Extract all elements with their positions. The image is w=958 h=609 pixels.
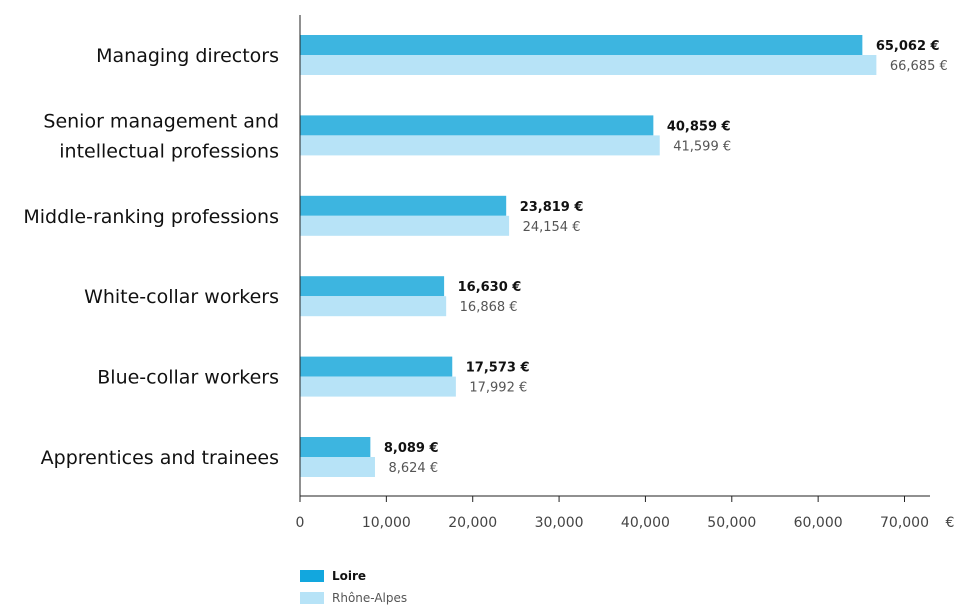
legend-label-loire: Loire bbox=[332, 569, 367, 583]
bar-chart: 0 10,000 20,000 30,000 40,000 50,000 60,000 70,… bbox=[23, 15, 955, 531]
legend-swatch-rhone-alpes bbox=[300, 592, 324, 604]
x-tick-label: 10,000 bbox=[362, 515, 411, 531]
category-label: Managing directors bbox=[96, 45, 279, 67]
data-label: 8,089 € bbox=[384, 441, 439, 456]
data-label: 65,062 € bbox=[876, 39, 940, 54]
category-label: Blue-collar workers bbox=[97, 367, 279, 389]
data-label: 23,819 € bbox=[520, 200, 584, 215]
bar-loire bbox=[300, 276, 445, 297]
bar-loire bbox=[300, 35, 863, 55]
x-tick-label: 70,000 bbox=[880, 515, 929, 531]
x-unit-label: € bbox=[946, 515, 955, 531]
legend-swatch-loire bbox=[300, 570, 324, 582]
x-tick-label: 50,000 bbox=[707, 515, 756, 531]
data-label: 8,624 € bbox=[388, 461, 438, 476]
data-label: 66,685 € bbox=[890, 59, 948, 74]
bar-loire bbox=[300, 437, 371, 457]
category-label: intellectual professions bbox=[59, 140, 279, 162]
bar-loire bbox=[300, 115, 654, 136]
data-label: 17,573 € bbox=[466, 361, 530, 376]
x-tick-label: 40,000 bbox=[621, 515, 670, 531]
data-label: 17,992 € bbox=[469, 381, 527, 396]
data-label: 16,630 € bbox=[458, 280, 522, 295]
x-tick-label: 0 bbox=[296, 515, 305, 531]
data-label: 16,868 € bbox=[460, 300, 518, 315]
legend-item-loire: Loire bbox=[300, 565, 407, 587]
category-label: Apprentices and trainees bbox=[41, 447, 279, 469]
x-tick-label: 60,000 bbox=[794, 515, 843, 531]
category-label: White-collar workers bbox=[84, 286, 279, 308]
bar-loire bbox=[300, 356, 453, 377]
data-label: 40,859 € bbox=[667, 119, 731, 134]
legend: Loire Rhône-Alpes bbox=[300, 565, 407, 609]
data-label: 41,599 € bbox=[673, 139, 731, 154]
x-tick-label: 20,000 bbox=[448, 515, 497, 531]
data-label: 24,154 € bbox=[523, 220, 581, 235]
bar-rhone-alpes bbox=[300, 376, 456, 397]
bar-rhone-alpes bbox=[300, 55, 877, 75]
bar-rhone-alpes bbox=[300, 296, 447, 317]
bar-loire bbox=[300, 195, 507, 216]
bar-rhone-alpes bbox=[300, 457, 375, 477]
bar-rhone-alpes bbox=[300, 215, 510, 236]
x-tick-label: 30,000 bbox=[535, 515, 584, 531]
legend-item-rhone-alpes: Rhône-Alpes bbox=[300, 587, 407, 609]
legend-label-rhone-alpes: Rhône-Alpes bbox=[332, 591, 408, 605]
bar-rhone-alpes bbox=[300, 135, 660, 156]
category-label: Senior management and bbox=[43, 110, 279, 132]
category-label: Middle-ranking professions bbox=[23, 206, 279, 228]
